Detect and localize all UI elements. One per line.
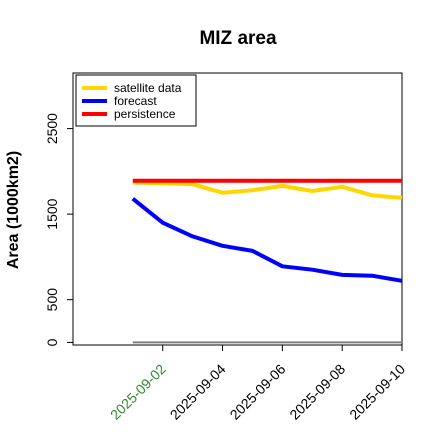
legend-label-1: forecast bbox=[114, 94, 157, 108]
x-axis: 2025-09-022025-09-042025-09-062025-09-08… bbox=[107, 345, 408, 423]
legend-label-2: persistence bbox=[114, 107, 176, 121]
chart-title: MIZ area bbox=[199, 28, 277, 49]
y-tick-label-1: 500 bbox=[44, 288, 60, 312]
x-tick-label-0: 2025-09-02 bbox=[107, 361, 169, 423]
series-line-1 bbox=[131, 197, 403, 283]
x-tick-label-2: 2025-09-06 bbox=[227, 361, 289, 423]
x-tick-label-4: 2025-09-10 bbox=[346, 361, 408, 423]
y-tick-label-2: 1500 bbox=[44, 198, 60, 229]
y-tick-label-0: 0 bbox=[44, 338, 60, 346]
x-tick-label-3: 2025-09-08 bbox=[286, 361, 348, 423]
y-tick-label-3: 2500 bbox=[44, 113, 60, 144]
series-line-0 bbox=[132, 180, 403, 200]
plot-frame bbox=[72, 72, 403, 346]
series-layer bbox=[131, 178, 403, 283]
legend-label-0: satellite data bbox=[114, 81, 182, 95]
y-axis: 0 500 1500 2500 bbox=[44, 113, 73, 346]
x-tick-label-1: 2025-09-04 bbox=[167, 361, 229, 423]
y-axis-label: Area (1000km2) bbox=[5, 151, 22, 269]
